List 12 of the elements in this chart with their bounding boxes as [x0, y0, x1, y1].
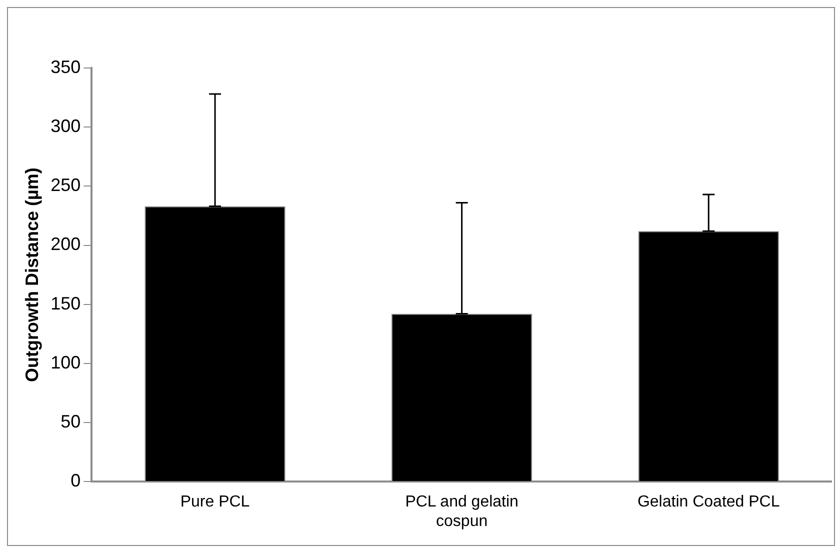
y-tick-label: 150 — [50, 293, 81, 314]
y-tick-label: 200 — [50, 234, 81, 254]
y-tick-label: 300 — [50, 116, 81, 136]
y-tick-label: 0 — [70, 470, 81, 491]
x-tick-label: Pure PCL — [180, 494, 250, 511]
y-tick-label: 250 — [50, 175, 81, 196]
y-tick-label: 50 — [60, 411, 81, 432]
x-tick-label: Gelatin Coated PCL — [637, 494, 780, 511]
y-tick-label: 100 — [50, 352, 81, 372]
y-tick-label: 350 — [50, 56, 81, 77]
y-axis-title: Outgrowth Distance (µm) — [22, 168, 42, 382]
x-tick-label: PCL and gelatin cospun — [405, 494, 518, 530]
